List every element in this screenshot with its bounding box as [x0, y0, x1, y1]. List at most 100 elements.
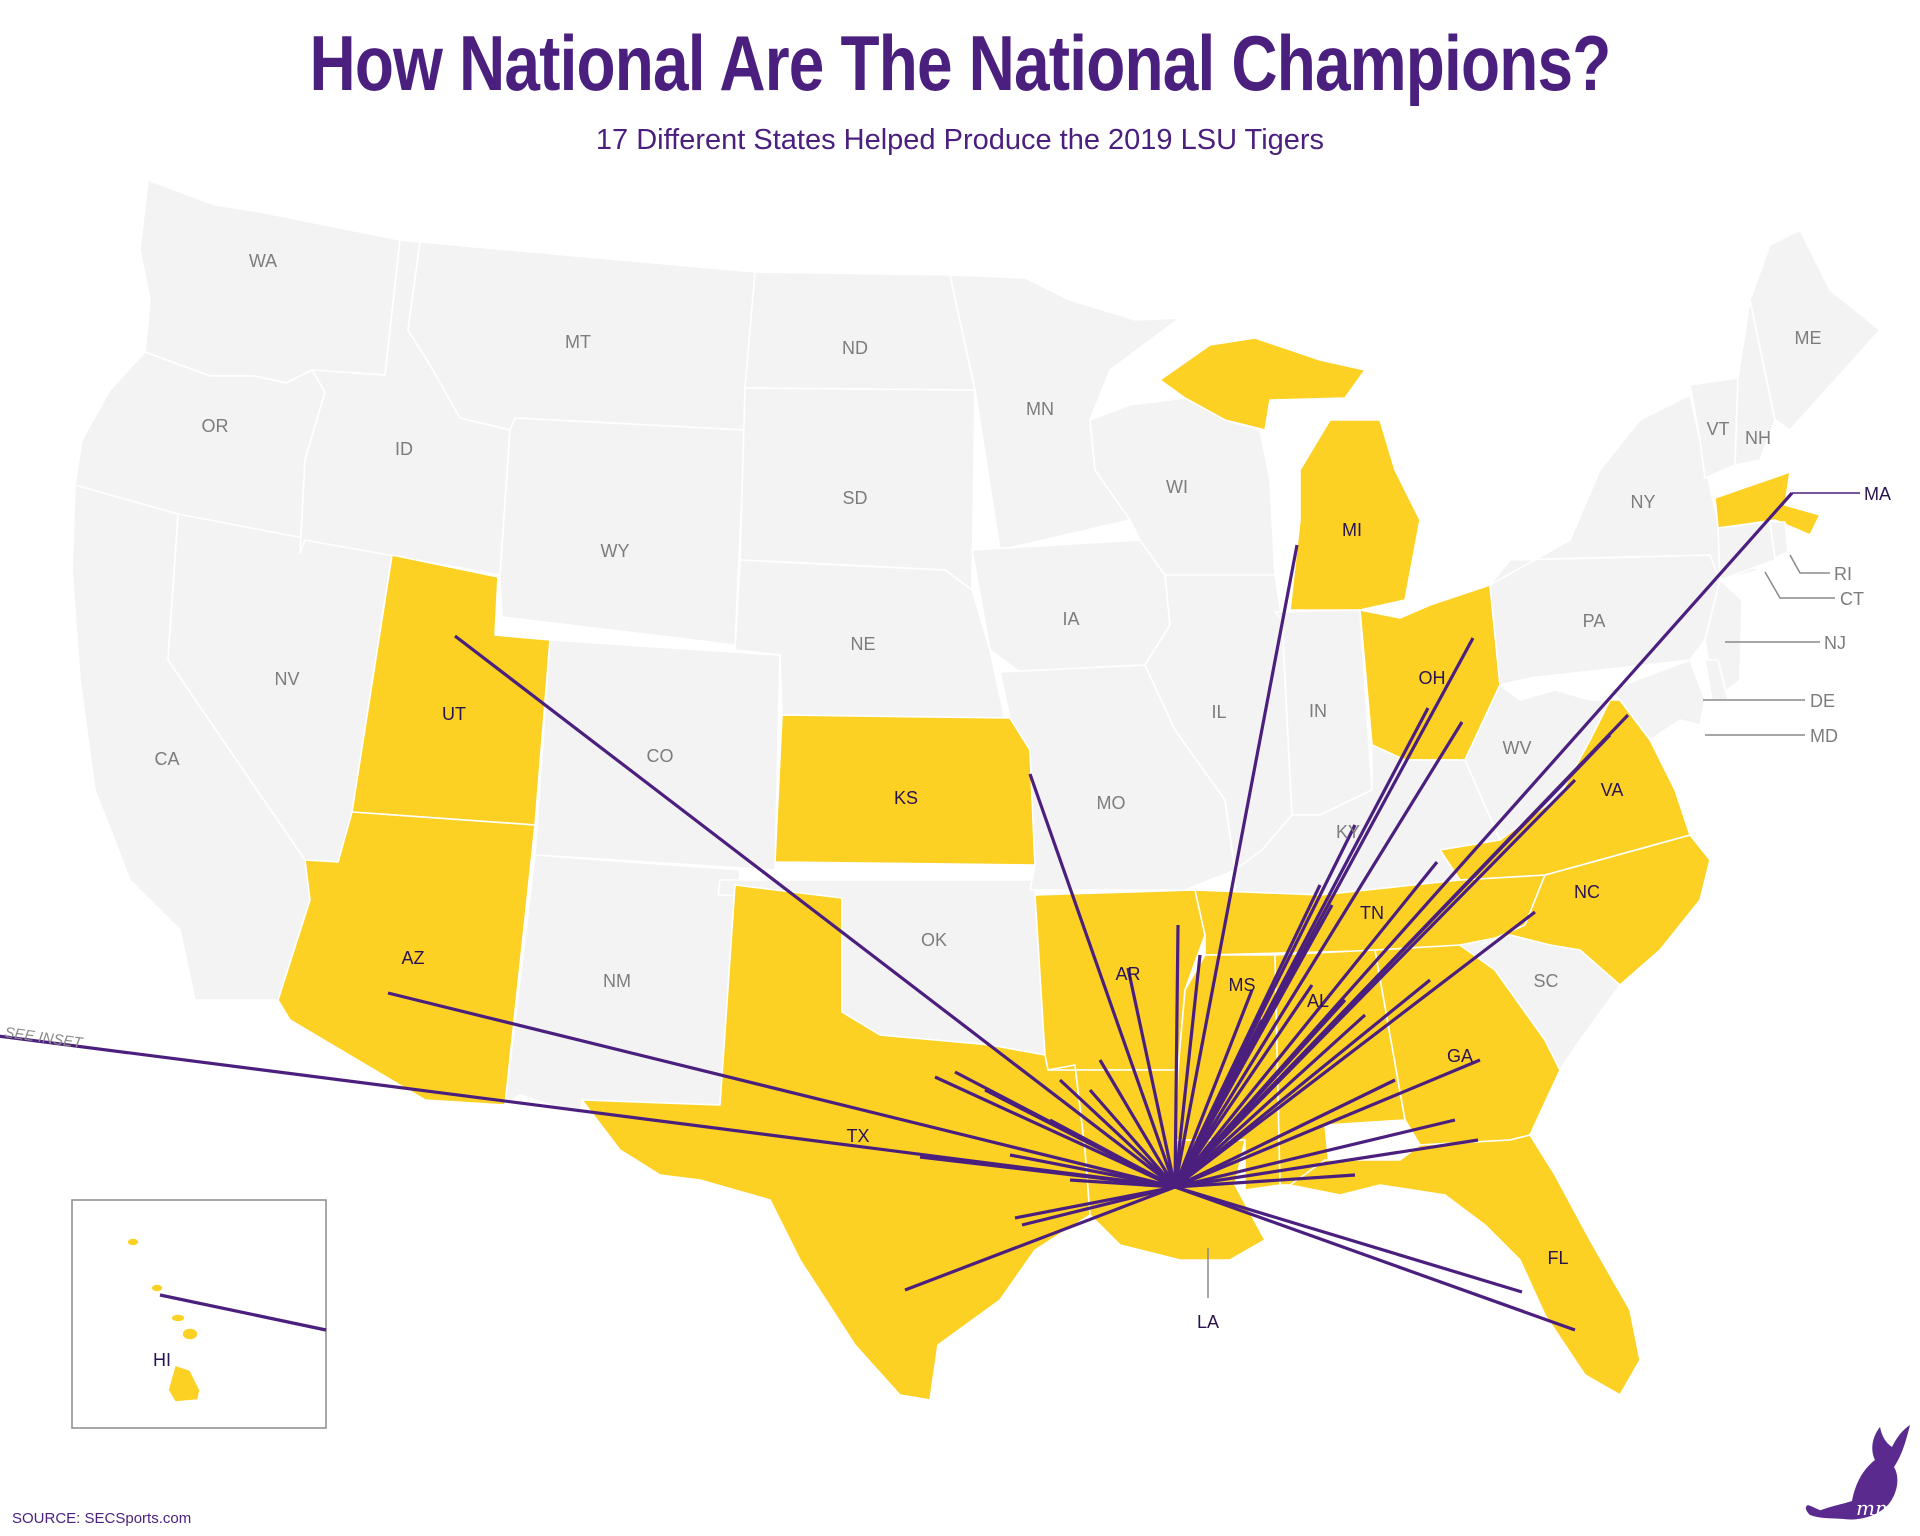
- state-NC: [1479, 834, 1711, 986]
- line-mi: [1173, 544, 1299, 1188]
- recruit-lines: [0, 491, 1794, 1332]
- line-tx8: [1021, 1185, 1176, 1227]
- line-ga1: [1173, 978, 1432, 1189]
- state-VT: [1689, 377, 1739, 479]
- label-KY: KY: [1336, 822, 1360, 842]
- line-al2: [1173, 998, 1347, 1189]
- line-oh2: [1173, 721, 1464, 1188]
- state-labels: WA OR CA NV ID MT WY UT AZ CO NM ND SD N…: [153, 251, 1891, 1370]
- line-ar2: [1126, 967, 1177, 1188]
- state-MI: [1159, 337, 1366, 431]
- label-NC: NC: [1574, 882, 1600, 902]
- line-tx2: [919, 1155, 1176, 1189]
- line-ks: [1028, 773, 1177, 1188]
- pelican-logo: mm: [1805, 1425, 1910, 1520]
- label-NM: NM: [603, 971, 631, 991]
- line-ms3: [1173, 1019, 1264, 1188]
- line-ma: [1173, 491, 1794, 1189]
- label-PA: PA: [1583, 611, 1606, 631]
- label-ID: ID: [395, 439, 413, 459]
- line-ga4: [1174, 1138, 1479, 1189]
- label-GA: GA: [1447, 1046, 1473, 1066]
- page-title: How National Are The National Champions?: [309, 19, 1611, 107]
- state-MI2: [1289, 419, 1421, 611]
- leader-ri: [1789, 554, 1830, 574]
- line-ga5: [1174, 1078, 1396, 1189]
- label-MN: MN: [1026, 399, 1054, 419]
- label-RI: RI: [1834, 564, 1852, 584]
- label-WV: WV: [1503, 738, 1532, 758]
- line-ms2: [1173, 989, 1254, 1188]
- label-NV: NV: [274, 669, 299, 689]
- label-CT: CT: [1840, 589, 1864, 609]
- state-shapes: [71, 179, 1881, 1403]
- label-IL: IL: [1211, 702, 1226, 722]
- label-MS: MS: [1229, 975, 1256, 995]
- label-MD: MD: [1810, 726, 1838, 746]
- line-fl3: [1174, 1173, 1356, 1189]
- line-tx11: [1098, 1059, 1177, 1188]
- label-MA: MA: [1864, 484, 1891, 504]
- line-ga2: [1174, 1058, 1481, 1189]
- line-fl1: [1174, 1185, 1523, 1294]
- line-tn4: [1173, 860, 1439, 1189]
- line-hi: [0, 1034, 1176, 1189]
- label-UT: UT: [442, 704, 466, 724]
- label-AR: AR: [1115, 964, 1140, 984]
- hawaii-inset-box: [71, 1199, 327, 1429]
- label-LA: LA: [1197, 1312, 1219, 1332]
- label-HI: HI: [153, 1350, 171, 1370]
- label-WY: WY: [601, 541, 630, 561]
- svg-text:mm: mm: [1856, 1496, 1894, 1520]
- line-az: [387, 991, 1176, 1189]
- source-credit: SOURCE: SECSports.com: [12, 1510, 192, 1527]
- label-ND: ND: [842, 338, 868, 358]
- label-IN: IN: [1309, 701, 1327, 721]
- page-subtitle: 17 Different States Helped Produce the 2…: [595, 124, 1325, 156]
- line-tx3: [934, 1075, 1176, 1189]
- label-SD: SD: [842, 488, 867, 508]
- line-tx10: [1058, 1078, 1177, 1189]
- line-tn2: [1173, 884, 1322, 1188]
- state-ND: [744, 271, 976, 391]
- label-OR: OR: [202, 416, 229, 436]
- label-NE: NE: [850, 634, 875, 654]
- state-CO: [534, 639, 781, 871]
- line-va3: [1173, 778, 1577, 1189]
- line-ms1: [1173, 954, 1202, 1188]
- state-IA: [971, 539, 1171, 673]
- label-TN: TN: [1360, 903, 1384, 923]
- label-NH: NH: [1745, 428, 1771, 448]
- state-WY: [499, 417, 746, 646]
- line-tx12: [1049, 1118, 1176, 1189]
- label-OH: OH: [1419, 668, 1446, 688]
- state-AZ: [277, 811, 536, 1106]
- line-tx1: [904, 1185, 1176, 1292]
- state-WA: [139, 179, 401, 384]
- label-MO: MO: [1097, 793, 1126, 813]
- state-RI: [1769, 521, 1789, 559]
- line-tx9: [1069, 1178, 1176, 1189]
- label-AL: AL: [1307, 991, 1329, 1011]
- line-hi-inset: [159, 1293, 327, 1332]
- label-VA: VA: [1601, 780, 1624, 800]
- label-DE: DE: [1810, 691, 1835, 711]
- line-ut: [454, 634, 1176, 1189]
- label-CA: CA: [154, 749, 179, 769]
- line-fl2: [1174, 1185, 1576, 1332]
- label-NY: NY: [1630, 492, 1655, 512]
- line-al3: [1173, 1013, 1367, 1189]
- label-CO: CO: [647, 746, 674, 766]
- line-ar3: [1088, 1088, 1177, 1189]
- label-FL: FL: [1547, 1248, 1568, 1268]
- state-NY: [1489, 394, 1761, 586]
- see-inset-label: SEE INSET: [3, 1024, 85, 1052]
- label-MI: MI: [1342, 520, 1362, 540]
- label-SC: SC: [1533, 971, 1558, 991]
- label-WI: WI: [1166, 477, 1188, 497]
- label-KS: KS: [894, 788, 918, 808]
- label-IA: IA: [1062, 609, 1079, 629]
- line-ar1: [1173, 924, 1180, 1188]
- state-MN: [949, 274, 1181, 551]
